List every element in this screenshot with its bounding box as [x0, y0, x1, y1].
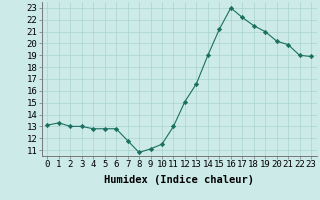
X-axis label: Humidex (Indice chaleur): Humidex (Indice chaleur) [104, 175, 254, 185]
